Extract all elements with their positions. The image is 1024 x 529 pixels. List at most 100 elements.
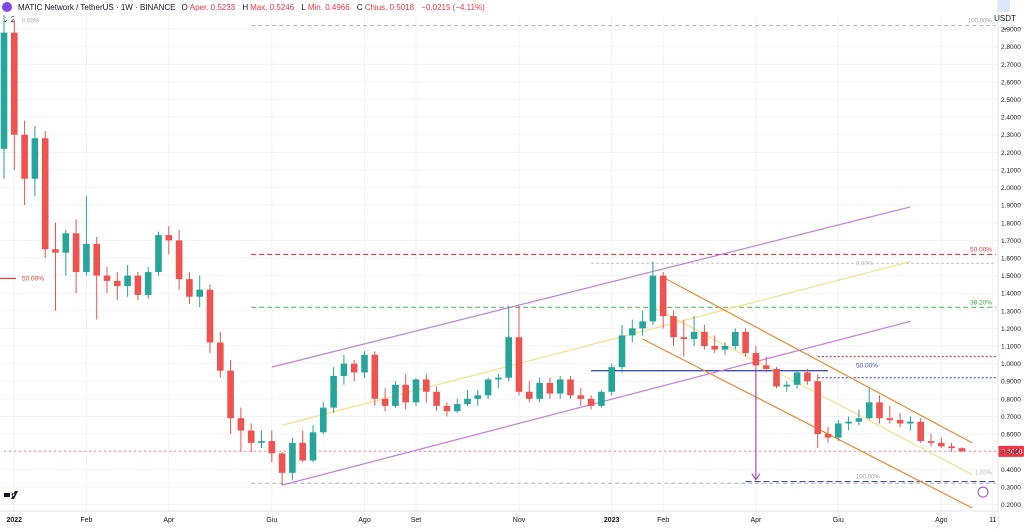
candle-body (629, 328, 636, 336)
candle-body (217, 342, 224, 371)
candle (721, 342, 729, 355)
candle (134, 272, 142, 301)
candle-body (824, 434, 832, 438)
candle-body (144, 272, 152, 295)
fib-38-right-label: 38.20% (970, 299, 992, 306)
candle (124, 265, 131, 297)
candle (330, 367, 337, 413)
candle (155, 231, 162, 276)
y-tick-label: 2.6000 (1001, 79, 1021, 86)
candle (443, 402, 451, 417)
x-tick-label: Apr (750, 517, 762, 524)
candle (62, 229, 70, 276)
chart-settings-icon[interactable] (998, 0, 1010, 12)
candle (371, 351, 379, 406)
y-tick-label: 0.4000 (1001, 467, 1021, 474)
alert-bolt-icon (977, 486, 989, 498)
candle (907, 416, 914, 431)
candle-body (752, 353, 760, 366)
candle (845, 416, 852, 431)
candle (402, 374, 409, 410)
open-label: O (181, 2, 188, 12)
candle (93, 236, 100, 320)
change-value: −0.0215 (−4.11%) (421, 2, 485, 12)
candle-body (21, 134, 28, 179)
fib-1-small-label: 1.00% (975, 471, 993, 477)
candle (72, 219, 80, 294)
candle (762, 356, 770, 373)
candle-body (546, 382, 554, 394)
candle-body (423, 379, 430, 392)
currency-selector[interactable]: USDT ⌄ (994, 14, 1016, 32)
candle (227, 360, 234, 435)
time-axis[interactable]: 2022 Feb Apr Giu Ago Set Nov 2023 Feb Apr Giu Ago 11 (7, 517, 997, 524)
candle-body (299, 442, 306, 461)
indicator-collapse-toggle[interactable]: ⌄ 2 (2, 15, 16, 24)
candle (196, 275, 203, 308)
candle (144, 266, 152, 299)
candle-body (227, 370, 234, 419)
candle (814, 374, 821, 449)
candle-body (0, 32, 8, 149)
candle-body (11, 32, 18, 135)
symbol-title[interactable]: MATIC Network / TetherUS · 1W · BINANCE (18, 2, 176, 12)
candle (711, 335, 718, 354)
candle-body (690, 331, 698, 339)
candle (495, 374, 502, 389)
candle-body (567, 379, 574, 396)
candle-body (886, 418, 894, 420)
candle-body (350, 363, 358, 373)
y-tick-label: 1.9000 (1001, 203, 1021, 210)
candle-body (515, 337, 523, 392)
candle-body (762, 365, 770, 369)
candle-body (412, 379, 420, 403)
candle (31, 125, 39, 197)
tradingview-logo-icon (4, 491, 18, 499)
candle (309, 425, 317, 463)
candle-body (206, 289, 214, 343)
candle-body (814, 381, 821, 435)
y-tick-label: 0.5000 (1001, 449, 1021, 456)
candle (876, 395, 883, 424)
candle (217, 331, 224, 378)
candle-body (402, 384, 409, 403)
candle (423, 374, 430, 403)
trend-lines (271, 206, 973, 509)
candle (804, 368, 811, 385)
candle (793, 370, 801, 389)
candle-body (495, 377, 502, 380)
candle-body (876, 402, 883, 419)
candle (824, 427, 832, 443)
candle (505, 305, 512, 382)
candle (350, 360, 358, 382)
candle (11, 20, 18, 170)
candle-body (268, 441, 276, 454)
price-axis[interactable]: 2.9000 2.8000 2.7000 2.6000 2.5000 2.4000 2.30… (1001, 27, 1021, 509)
candle-body (598, 391, 605, 406)
candle-body (845, 421, 852, 424)
y-tick-label: 1.7000 (1001, 238, 1021, 245)
close-label: C (356, 2, 363, 12)
x-tick-label: 2023 (604, 517, 620, 524)
candle-body (134, 275, 142, 295)
candle-body (41, 138, 49, 250)
candle-body (670, 316, 677, 338)
candle (526, 381, 533, 403)
candle-body (361, 354, 368, 373)
candle-body (474, 395, 482, 399)
fib-50-right-label: 50.00% (970, 246, 992, 253)
candle-body (31, 138, 39, 179)
down-channel-upper (662, 276, 973, 444)
candle (649, 261, 657, 325)
candle (52, 222, 59, 311)
candle (567, 375, 574, 399)
candle-body (711, 346, 718, 350)
candle (896, 412, 904, 428)
low-value: Min. 0.4966 (307, 2, 350, 12)
candle (598, 390, 605, 408)
candle-body (330, 375, 337, 408)
candle-body (237, 418, 245, 431)
candle-body (83, 243, 90, 273)
y-tick-label: 1.6000 (1001, 255, 1021, 262)
